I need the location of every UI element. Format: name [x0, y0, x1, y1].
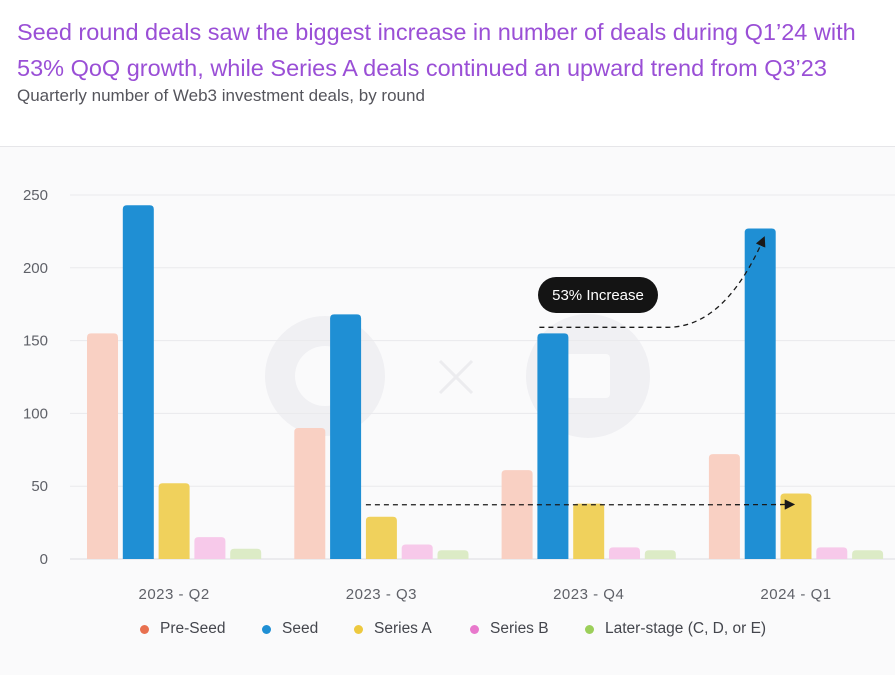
bar-series-b — [194, 537, 226, 559]
y-tick-label: 200 — [23, 260, 48, 277]
y-tick-label: 150 — [23, 333, 48, 350]
x-axis: 2023 - Q2 2023 - Q3 2023 - Q4 2024 - Q1 — [138, 586, 831, 603]
legend-dot-icon — [262, 624, 271, 634]
bar-later-stage-c-d-or-e — [230, 548, 262, 559]
legend-label: Series A — [374, 620, 432, 637]
x-tick-label: 2023 - Q2 — [138, 586, 209, 603]
bar-seed — [122, 205, 154, 559]
chart-subtitle: Quarterly number of Web3 investment deal… — [17, 86, 425, 105]
bar-seed — [330, 314, 362, 559]
bar-pre-seed — [501, 470, 533, 559]
watermark — [265, 314, 650, 438]
bar-series-a — [780, 493, 812, 559]
legend-label: Seed — [282, 620, 319, 637]
bar-series-b — [609, 547, 640, 559]
legend-dot-icon — [470, 624, 479, 634]
seed-increase-arrow — [539, 236, 766, 328]
chart-area: 0 50 100 150 200 250 2023 - Q2 2023 - Q3 2023 -… — [0, 147, 895, 675]
legend-label: Series B — [490, 620, 549, 637]
legend-dot-icon — [354, 624, 363, 634]
bar-pre-seed — [294, 427, 326, 559]
bar-pre-seed — [708, 454, 740, 559]
bar-series-a — [365, 516, 397, 559]
x-tick-label: 2024 - Q1 — [760, 586, 831, 603]
y-tick-label: 100 — [23, 405, 48, 422]
y-tick-label: 0 — [40, 551, 48, 568]
legend-label: Pre-Seed — [160, 620, 226, 637]
legend-dot-icon — [140, 624, 149, 634]
bar-later-stage-c-d-or-e — [644, 550, 676, 559]
legend-item[interactable]: Pre-Seed — [140, 618, 225, 640]
legend-item[interactable]: Series A — [354, 618, 432, 640]
legend-dot-icon — [585, 624, 594, 634]
legend-item[interactable]: Series B — [470, 618, 549, 640]
legend-item[interactable]: Seed — [262, 618, 318, 640]
bar-later-stage-c-d-or-e — [852, 550, 884, 559]
chart-title: Seed round deals saw the biggest increas… — [17, 19, 856, 81]
bar-series-a — [573, 503, 605, 559]
bar-series-b — [401, 544, 433, 559]
y-axis: 0 50 100 150 200 250 — [23, 187, 48, 568]
annotations: 53% Increase — [365, 236, 796, 510]
chart-header: Seed round deals saw the biggest increas… — [0, 0, 895, 147]
increase-callout-bg — [538, 277, 658, 313]
bar-later-stage-c-d-or-e — [437, 550, 469, 559]
bar-pre-seed — [87, 333, 118, 559]
bar-series-a — [158, 483, 190, 559]
bar-seed — [537, 333, 569, 559]
bar-series-b — [816, 547, 848, 559]
bar-seed — [744, 228, 776, 559]
x-tick-label: 2023 - Q4 — [553, 586, 624, 603]
x-tick-label: 2023 - Q3 — [346, 586, 417, 603]
y-tick-label: 250 — [23, 187, 48, 204]
bars — [87, 205, 884, 559]
y-tick-label: 50 — [31, 478, 48, 495]
legend-item[interactable]: Later-stage (C, D, or E) — [585, 618, 766, 640]
increase-callout-label: 53% Increase — [552, 287, 644, 304]
legend-label: Later-stage (C, D, or E) — [605, 620, 767, 637]
chart-legend: Pre-Seed Seed Series A Series B Later-stage … — [0, 618, 895, 640]
